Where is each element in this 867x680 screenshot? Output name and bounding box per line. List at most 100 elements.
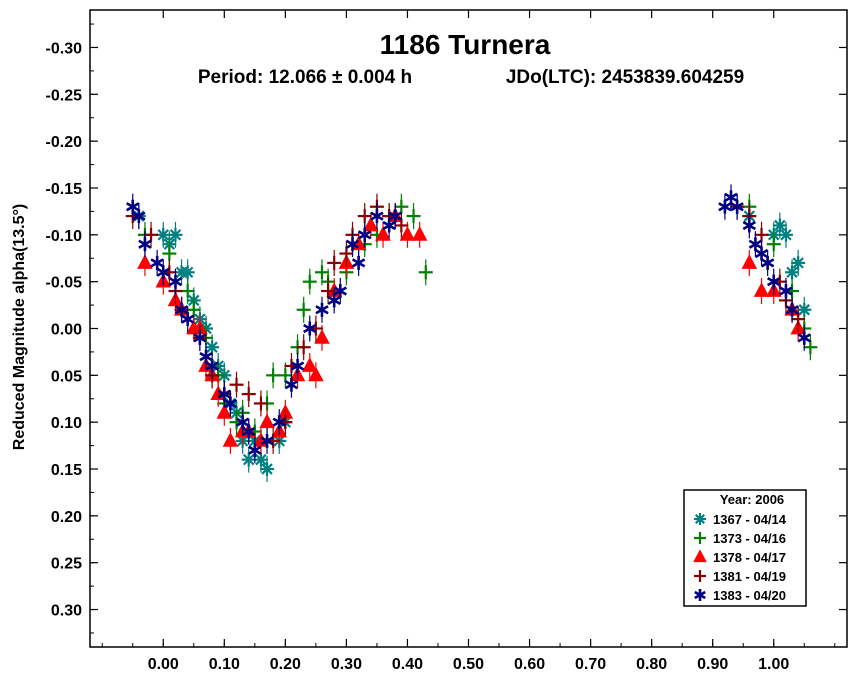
- y-tick-label: -0.10: [46, 228, 83, 245]
- x-tick-label: 0.50: [453, 656, 484, 673]
- data-point: [260, 427, 274, 454]
- data-point: [199, 343, 213, 370]
- legend-marker: [694, 532, 706, 544]
- x-tick-label: 0.70: [575, 656, 606, 673]
- data-point: [382, 212, 396, 239]
- x-tick-label: 0.00: [148, 656, 179, 673]
- data-point: [235, 409, 250, 436]
- data-point: [760, 249, 775, 276]
- legend-item: 1381 - 04/19: [694, 569, 786, 584]
- legend-marker: [694, 513, 706, 525]
- y-tick-label: -0.05: [46, 275, 83, 292]
- data-point: [241, 446, 256, 473]
- data-point: [321, 278, 336, 305]
- data-point: [754, 240, 769, 267]
- y-tick-label: 0.00: [51, 322, 82, 339]
- chart-subtitle-epoch: JDo(LTC): 2453839.604259: [506, 67, 744, 88]
- data-point: [296, 334, 311, 361]
- data-point: [241, 381, 256, 408]
- data-point: [296, 296, 311, 323]
- legend-item: 1378 - 04/17: [693, 549, 786, 565]
- data-point: [797, 296, 812, 323]
- data-point: [394, 212, 409, 239]
- data-point: [718, 193, 732, 220]
- data-point: [156, 259, 170, 286]
- legend-label: 1367 - 04/14: [713, 512, 787, 527]
- data-point: [132, 203, 146, 230]
- legend: Year: 2006 1367 - 04/14 1373 - 04/16 1378 …: [683, 489, 807, 607]
- data-point: [272, 409, 286, 436]
- data-point: [302, 268, 317, 295]
- x-tick-label: 0.20: [270, 656, 301, 673]
- x-tick-label: 0.30: [331, 656, 362, 673]
- axis-ticks: 0.00 0.10 0.20 0.30 0.40 0.50 0.60 0.70 0.80 0.90…: [46, 10, 847, 673]
- legend-item: 1373 - 04/16: [694, 531, 786, 546]
- data-point: [779, 278, 793, 305]
- legend-item: 1383 - 04/20: [694, 588, 786, 603]
- y-tick-label: 0.05: [51, 368, 82, 385]
- data-point: [284, 371, 299, 398]
- data-point: [242, 418, 256, 445]
- y-tick-label: 0.25: [51, 556, 82, 573]
- data-point: [358, 221, 372, 248]
- data-point: [730, 193, 744, 220]
- data-point: [144, 221, 159, 248]
- data-point: [290, 352, 305, 379]
- data-point: [339, 240, 354, 267]
- legend-marker: [694, 589, 706, 601]
- data-point: [303, 315, 317, 342]
- data-point: [411, 221, 428, 248]
- data-point: [266, 362, 281, 389]
- data-point: [174, 296, 189, 323]
- x-tick-label: 0.80: [636, 656, 667, 673]
- legend-marker: [694, 570, 706, 582]
- data-point: [253, 390, 268, 417]
- y-tick-label: 0.15: [51, 462, 82, 479]
- data-point: [138, 231, 152, 258]
- data-point: [803, 334, 818, 361]
- chart-subtitle-period: Period: 12.066 ± 0.004 h: [198, 67, 412, 88]
- data-point: [791, 249, 806, 276]
- data-point: [308, 362, 324, 389]
- y-tick-label: -0.20: [46, 134, 83, 151]
- data-point: [406, 203, 421, 230]
- legend-box: [683, 489, 807, 607]
- y-tick-label: 0.10: [51, 415, 82, 432]
- chart-title: 1186 Turnera: [380, 29, 551, 60]
- data-point: [180, 278, 195, 305]
- data-point: [351, 249, 366, 276]
- data-point: [150, 249, 164, 276]
- y-tick-label: -0.15: [46, 181, 83, 198]
- data-point: [388, 203, 402, 230]
- data-point: [223, 390, 238, 417]
- data-point: [327, 249, 342, 276]
- legend-title: Year: 2006: [720, 492, 784, 507]
- data-point: [302, 352, 318, 379]
- data-point: [315, 296, 329, 323]
- x-tick-label: 1.00: [758, 656, 789, 673]
- data-point: [327, 287, 341, 314]
- y-tick-label: 0.20: [51, 509, 82, 526]
- data-point: [742, 212, 757, 239]
- legend-label: 1383 - 04/20: [713, 588, 786, 603]
- legend-label: 1378 - 04/17: [713, 550, 786, 565]
- data-point: [741, 249, 758, 276]
- data-point: [180, 306, 195, 333]
- data-point: [370, 203, 384, 230]
- data-point: [345, 231, 360, 258]
- data-point: [724, 184, 738, 211]
- data-point: [748, 231, 763, 258]
- data-point: [248, 437, 262, 464]
- data-point: [126, 193, 140, 220]
- y-tick-label: -0.30: [46, 40, 83, 57]
- data-point: [418, 259, 433, 286]
- x-tick-label: 0.10: [209, 656, 240, 673]
- data-point: [791, 306, 806, 333]
- legend-label: 1381 - 04/19: [713, 569, 786, 584]
- legend-marker: [693, 549, 707, 563]
- data-point: [785, 296, 799, 323]
- data-point: [375, 221, 391, 248]
- data-point: [260, 456, 275, 483]
- y-tick-label: -0.25: [46, 87, 83, 104]
